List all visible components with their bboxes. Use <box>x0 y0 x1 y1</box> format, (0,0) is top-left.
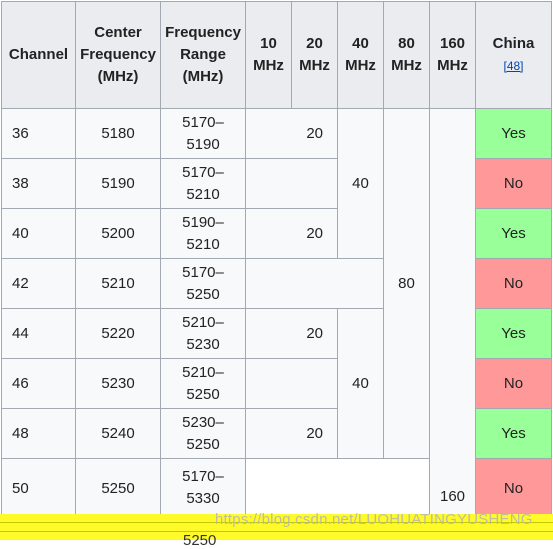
empty-width-cell <box>245 158 338 209</box>
width-20-cell: 20 <box>245 108 338 159</box>
frequency-range-cell: 5210– 5230 <box>160 308 246 359</box>
highlight-divider <box>0 522 553 523</box>
width-80-span-cell: 80 <box>383 108 430 459</box>
width-40-span-cell: 40 <box>337 108 384 259</box>
channel-cell: 42 <box>1 258 76 309</box>
width-160-header: 160 MHz <box>429 1 476 109</box>
center-frequency-cell: 5180 <box>75 108 161 159</box>
frequency-range-header: Frequency Range (MHz) <box>160 1 246 109</box>
width-20-cell: 20 <box>245 408 338 459</box>
frequency-range-cell: 5230– 5250 <box>160 408 246 459</box>
frequency-range-cell: 5170– 5250 <box>160 258 246 309</box>
china-status-cell: Yes <box>475 208 552 259</box>
table-row: 36 5180 5170– 5190 20 40 80 160 Yes <box>1 108 552 518</box>
width-40-span-cell: 40 <box>337 308 384 459</box>
china-reference-link[interactable]: [48] <box>503 59 524 73</box>
china-status-cell: No <box>475 158 552 209</box>
table-row: 48 5240 5230– 5250 20 Yes <box>1 408 552 459</box>
watermark-text: https://blog.csdn.net/LUOHUATINGYUSHENG <box>215 511 533 528</box>
width-20-header: 20 MHz <box>291 1 338 109</box>
width-160-span-cell: 160 <box>429 108 476 518</box>
china-status-cell: No <box>475 258 552 309</box>
china-status-cell: No <box>475 358 552 409</box>
channel-cell: 38 <box>1 158 76 209</box>
highlight-divider <box>0 531 553 532</box>
width-80-header: 80 MHz <box>383 1 430 109</box>
empty-width-cell <box>245 258 384 309</box>
width-20-cell: 20 <box>245 208 338 259</box>
channel-header: Channel <box>1 1 76 109</box>
width-40-header: 40 MHz <box>337 1 384 109</box>
table-row: 42 5210 5170– 5250 No <box>1 258 552 309</box>
frequency-range-cell: 5210– 5250 <box>160 358 246 409</box>
center-frequency-cell: 5200 <box>75 208 161 259</box>
table-row: 40 5200 5190– 5210 20 Yes <box>1 208 552 259</box>
china-status-cell: Yes <box>475 308 552 359</box>
frequency-range-cell: 5190– 5210 <box>160 208 246 259</box>
channel-cell: 48 <box>1 408 76 459</box>
center-frequency-cell: 5210 <box>75 258 161 309</box>
channel-cell: 46 <box>1 358 76 409</box>
frequency-range-cell: 5170– 5190 <box>160 108 246 159</box>
table-row: 50 5250 5170– 5330 No <box>1 458 552 518</box>
china-header: China [48] <box>475 1 552 109</box>
frequency-range-cell: 5170– 5330 <box>160 458 246 518</box>
table-row: 46 5230 5210– 5250 No <box>1 358 552 409</box>
china-status-cell: Yes <box>475 408 552 459</box>
center-frequency-cell: 5250 <box>75 458 161 518</box>
header-row: Channel Center Frequency (MHz) Frequency… <box>1 1 552 109</box>
partial-row-text: 5250 <box>183 532 217 549</box>
center-frequency-cell: 5230 <box>75 358 161 409</box>
width-20-cell: 20 <box>245 308 338 359</box>
empty-width-cell <box>245 358 338 409</box>
channel-cell: 44 <box>1 308 76 359</box>
empty-width-cell <box>245 458 430 518</box>
width-10-header: 10 MHz <box>245 1 292 109</box>
center-frequency-cell: 5220 <box>75 308 161 359</box>
table-row: 44 5220 5210– 5230 20 40 Yes <box>1 308 552 459</box>
frequency-range-cell: 5170– 5210 <box>160 158 246 209</box>
highlight-bar <box>0 514 553 540</box>
center-frequency-header: Center Frequency (MHz) <box>75 1 161 109</box>
china-status-cell: Yes <box>475 108 552 159</box>
wifi-channel-table: Channel Center Frequency (MHz) Frequency… <box>1 1 552 518</box>
center-frequency-cell: 5190 <box>75 158 161 209</box>
center-frequency-cell: 5240 <box>75 408 161 459</box>
china-status-cell: No <box>475 458 552 518</box>
table-row: 38 5190 5170– 5210 No <box>1 158 552 209</box>
channel-cell: 40 <box>1 208 76 259</box>
channel-cell: 50 <box>1 458 76 518</box>
channel-cell: 36 <box>1 108 76 159</box>
